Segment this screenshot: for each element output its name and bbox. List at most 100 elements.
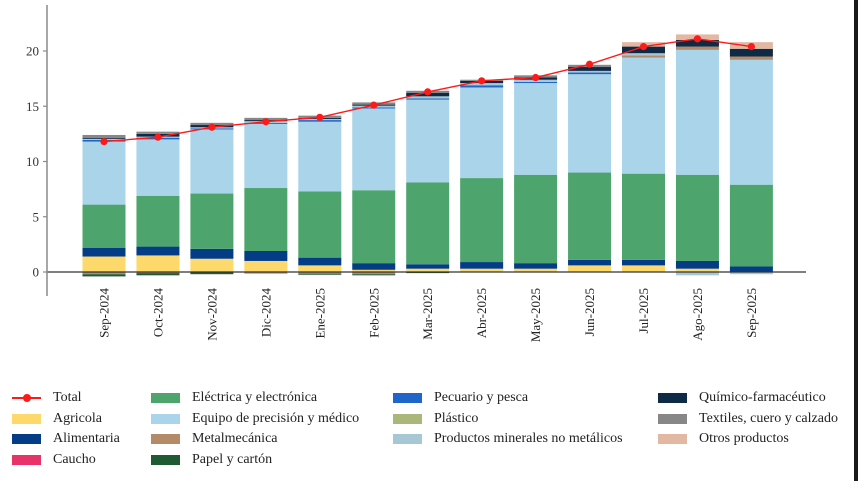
legend-swatch-icon	[393, 413, 422, 424]
bar-segment-equipo-de-precision-y-medico-dic-2024	[244, 123, 288, 189]
legend-label: Equipo de precisión y médico	[192, 410, 360, 426]
x-tick-label: Sep-2025	[744, 288, 759, 338]
x-tick-label: Dic-2024	[258, 288, 273, 338]
bar-segment-textiles-cuero-y-calzado-oct-2024	[136, 131, 180, 134]
total-points	[100, 35, 756, 146]
x-tick-label: Ago-2025	[690, 288, 705, 341]
legend-label: Metalmecánica	[192, 431, 278, 446]
legend-item-caucho: Caucho	[12, 450, 96, 470]
legend-item-quimico-farmaceutico: Químico-farmacéutico	[658, 388, 826, 408]
total-point-mar-2025	[424, 88, 432, 96]
window-edge	[854, 0, 858, 481]
legend-swatch-icon	[393, 393, 422, 403]
bar-segment-productos-minerales-no-metalicos-sep-2025	[729, 272, 773, 275]
legend-item-productos-minerales-no-metalicos: Productos minerales no metálicos	[393, 429, 623, 449]
bar-segment-pecuario-y-pesca-mar-2025	[406, 98, 450, 100]
bar-segment-electrica-y-electronica-ene-2025	[298, 191, 342, 258]
bar-segment-electrica-y-electronica-mar-2025	[406, 182, 450, 265]
legend-label: Papel y cartón	[192, 451, 273, 467]
bar-segment-quimico-farmaceutico-ago-2025	[675, 39, 719, 47]
total-point-jun-2025	[585, 60, 594, 68]
bar-segment-alimentaria-ago-2025	[675, 260, 719, 269]
x-tick-label: Sep-2024	[97, 288, 112, 338]
bar-segment-metalmecanica-ago-2025	[675, 46, 719, 50]
bar-segment-papel-y-carton-sep-2024	[82, 274, 126, 277]
total-point-abr-2025	[478, 77, 486, 85]
bar-segment-agricola-mar-2025	[406, 268, 450, 272]
x-tick-label: May-2025	[528, 288, 543, 342]
bar-segment-alimentaria-jul-2025	[622, 259, 665, 266]
y-axis-ticks: 0 5 10 15 20	[26, 44, 47, 280]
bar-segment-alimentaria-mar-2025	[406, 264, 450, 269]
legend-item-alimentaria: Alimentaria	[12, 429, 120, 449]
bar-segment-electrica-y-electronica-dic-2024	[244, 188, 288, 252]
bar-segment-equipo-de-precision-y-medico-ene-2025	[298, 121, 342, 192]
legend-label: Plástico	[434, 410, 479, 426]
bar-segment-electrica-y-electronica-jul-2025	[622, 173, 665, 260]
legend-label: Productos minerales no metálicos	[434, 431, 623, 446]
bar-segment-equipo-de-precision-y-medico-may-2025	[514, 83, 558, 175]
stacked-bar-chart: 0 5 10 15 20 Sep-2024 Oct-2024 Nov-2024 Dic-202…	[26, 5, 806, 342]
bar-segment-electrica-y-electronica-may-2025	[514, 174, 558, 264]
legend-swatch-icon	[658, 434, 687, 444]
bar-segment-pecuario-y-pesca-jun-2025	[568, 72, 612, 75]
y-tick-label: 20	[26, 44, 39, 59]
bar-segment-equipo-de-precision-y-medico-jun-2025	[568, 74, 612, 173]
x-tick-label: Jun-2025	[582, 288, 597, 336]
bar-segment-agricola-oct-2024	[136, 255, 180, 272]
legend-label: Textiles, cuero y calzado	[699, 410, 838, 426]
bar-segment-agricola-nov-2024	[190, 258, 234, 272]
total-point-sep-2025	[747, 42, 756, 51]
bar-segment-agricola-sep-2024	[82, 256, 126, 272]
bar-segment-equipo-de-precision-y-medico-oct-2024	[136, 139, 180, 196]
bar-segment-metalmecanica-jul-2025	[622, 55, 665, 58]
bar-segment-electrica-y-electronica-ago-2025	[675, 174, 719, 261]
bar-segment-metalmecanica-ene-2025	[298, 272, 342, 274]
total-point-oct-2024	[154, 133, 162, 141]
bar-segment-alimentaria-oct-2024	[136, 246, 180, 256]
bar-segment-quimico-farmaceutico-sep-2025	[729, 48, 773, 57]
legend-item-total: Total	[12, 388, 82, 408]
bar-segment-electrica-y-electronica-jun-2025	[568, 172, 612, 260]
legend-item-papel-y-carton: Papel y cartón	[151, 450, 272, 470]
bar-segment-agricola-jun-2025	[568, 265, 612, 272]
legend-label: Eléctrica y electrónica	[192, 390, 318, 405]
bar-segment-equipo-de-precision-y-medico-sep-2024	[82, 141, 126, 205]
x-tick-label: Mar-2025	[420, 288, 435, 340]
legend-label: Agricola	[53, 410, 102, 426]
bar-segment-agricola-ene-2025	[298, 265, 342, 272]
bar-segment-metalmecanica-sep-2024	[82, 272, 126, 275]
legend-swatch-icon	[393, 434, 422, 444]
bar-segments	[82, 34, 773, 277]
bar-segment-papel-y-carton-feb-2025	[352, 274, 396, 276]
legend-label: Caucho	[53, 451, 96, 467]
bar-segment-electrica-y-electronica-sep-2024	[82, 204, 126, 248]
y-tick-label: 0	[33, 265, 40, 280]
total-point-dic-2024	[262, 118, 270, 126]
y-tick-label: 15	[26, 99, 39, 114]
x-tick-label: Jul-2025	[636, 288, 651, 334]
bar-segment-metalmecanica-sep-2025	[729, 56, 773, 60]
bar-segment-alimentaria-sep-2024	[82, 247, 126, 257]
bar-segment-alimentaria-ene-2025	[298, 257, 342, 266]
y-tick-label: 5	[33, 209, 40, 224]
bar-segment-productos-minerales-no-metalicos-jul-2025	[622, 53, 665, 56]
legend-label: Otros productos	[699, 431, 789, 446]
bar-segment-quimico-farmaceutico-jun-2025	[568, 67, 612, 71]
total-point-jul-2025	[639, 42, 648, 51]
legend-item-electrica-y-electronica: Eléctrica y electrónica	[151, 388, 317, 408]
total-point-ene-2025	[316, 113, 324, 121]
bar-segment-alimentaria-dic-2024	[244, 251, 288, 261]
bar-segment-agricola-ago-2025	[675, 268, 719, 272]
legend-swatch-icon	[12, 454, 41, 465]
total-point-ago-2025	[693, 35, 702, 43]
bar-segment-alimentaria-may-2025	[514, 263, 558, 269]
bar-segment-papel-y-carton-ene-2025	[298, 273, 342, 275]
legend-swatch-icon	[151, 393, 180, 403]
legend-line-marker-icon	[12, 393, 41, 403]
legend-item-equipo-de-precision-y-medico: Equipo de precisión y médico	[151, 409, 359, 429]
bar-segment-alimentaria-feb-2025	[352, 263, 396, 270]
total-point-feb-2025	[370, 101, 378, 109]
x-tick-label: Feb-2025	[366, 288, 381, 338]
bar-segment-pecuario-y-pesca-may-2025	[514, 81, 558, 84]
